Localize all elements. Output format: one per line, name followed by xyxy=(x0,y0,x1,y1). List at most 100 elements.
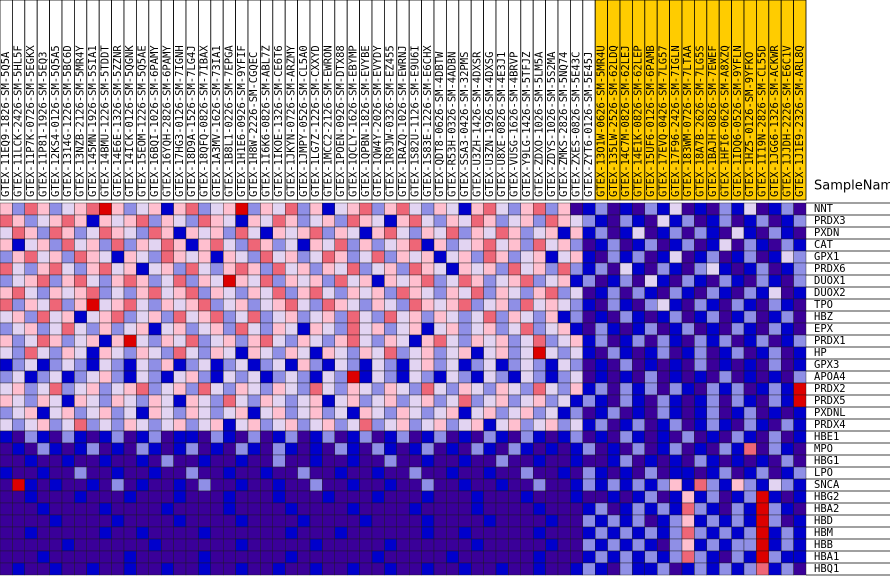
heatmap-cell xyxy=(49,214,63,228)
heatmap-cell xyxy=(285,514,298,528)
heatmap-cell xyxy=(247,502,261,516)
heatmap-cell xyxy=(396,202,410,216)
heatmap-cell xyxy=(37,562,50,576)
heatmap-cell xyxy=(619,466,633,480)
heatmap-cell xyxy=(595,310,608,324)
heatmap-cell xyxy=(545,490,559,504)
heatmap-cell xyxy=(756,226,770,240)
heatmap-cell xyxy=(533,298,546,312)
heatmap-cell xyxy=(681,466,695,480)
heatmap-cell xyxy=(471,346,484,360)
heatmap-cell xyxy=(12,214,25,228)
heatmap-cell xyxy=(222,550,236,564)
heatmap-cell xyxy=(719,394,732,408)
heatmap-cell xyxy=(446,334,459,348)
column-label: GTEX-1S82U-1126-SM-E9U6I xyxy=(409,45,421,197)
heatmap-cell xyxy=(37,262,50,276)
heatmap-cell xyxy=(669,430,683,444)
heatmap-cell xyxy=(570,358,584,372)
heatmap-cell xyxy=(198,490,211,504)
heatmap-cell xyxy=(123,286,137,300)
heatmap-cell xyxy=(260,418,273,432)
heatmap-cell xyxy=(657,526,670,540)
heatmap-cell xyxy=(98,274,112,288)
heatmap-cell xyxy=(483,418,497,432)
heatmap-cell xyxy=(557,202,571,216)
heatmap-cell xyxy=(756,538,770,552)
heatmap-cell xyxy=(756,334,770,348)
heatmap-cell xyxy=(632,202,646,216)
column-label: GTEX-18D9A-1526-SM-7LG4J xyxy=(186,45,198,197)
heatmap-cell xyxy=(148,406,162,420)
heatmap-cell xyxy=(123,418,137,432)
heatmap-cell xyxy=(86,202,100,216)
heatmap-cell xyxy=(520,226,534,240)
heatmap-cell xyxy=(719,502,732,516)
heatmap-cell xyxy=(384,382,397,396)
heatmap-cell xyxy=(557,550,571,564)
heatmap-cell xyxy=(557,214,571,228)
heatmap-cell xyxy=(247,442,261,456)
heatmap-cell xyxy=(384,202,397,216)
heatmap-cell xyxy=(247,454,261,468)
heatmap-cell xyxy=(483,286,497,300)
heatmap-cell xyxy=(793,454,807,468)
heatmap-cell xyxy=(409,370,422,384)
heatmap-cell xyxy=(657,442,670,456)
heatmap-cell xyxy=(545,550,559,564)
heatmap-cell xyxy=(520,454,534,468)
heatmap-cell xyxy=(495,454,509,468)
heatmap-cell xyxy=(371,514,385,528)
heatmap-cell xyxy=(570,502,584,516)
heatmap-cell xyxy=(198,502,211,516)
heatmap-cell xyxy=(508,346,521,360)
heatmap-cell xyxy=(471,526,484,540)
heatmap-cell xyxy=(297,358,311,372)
heatmap-cell xyxy=(309,226,323,240)
heatmap-cell xyxy=(582,286,596,300)
heatmap-cell xyxy=(285,442,298,456)
heatmap-cell xyxy=(743,298,757,312)
heatmap-cell xyxy=(322,550,335,564)
heatmap-cell xyxy=(557,274,571,288)
heatmap-cell xyxy=(74,310,88,324)
heatmap-cell xyxy=(185,538,199,552)
heatmap-cell xyxy=(657,250,670,264)
heatmap-cell xyxy=(322,394,335,408)
heatmap-cell xyxy=(781,274,794,288)
heatmap-cell xyxy=(557,562,571,576)
heatmap-cell xyxy=(731,514,745,528)
heatmap-cell xyxy=(185,502,199,516)
heatmap-cell xyxy=(508,394,521,408)
heatmap-cell xyxy=(483,226,497,240)
heatmap-cell xyxy=(781,550,794,564)
heatmap-cell xyxy=(793,430,807,444)
heatmap-cell xyxy=(557,502,571,516)
heatmap-cell xyxy=(12,334,25,348)
heatmap-cell xyxy=(781,430,794,444)
column-label: GTEX-R53H-0326-SM-4ADBN xyxy=(447,52,459,197)
heatmap-cell xyxy=(384,454,397,468)
heatmap-cell xyxy=(173,418,187,432)
row-label: HBA1 xyxy=(814,551,839,563)
heatmap-cell xyxy=(37,226,50,240)
heatmap-cell xyxy=(198,442,211,456)
heatmap-cell xyxy=(545,238,559,252)
heatmap-cell xyxy=(198,526,211,540)
heatmap-cell xyxy=(111,478,125,492)
heatmap-cell xyxy=(322,466,335,480)
heatmap-cell xyxy=(74,286,88,300)
heatmap-cell xyxy=(421,478,435,492)
heatmap-cell xyxy=(396,238,410,252)
heatmap-cell xyxy=(260,502,273,516)
heatmap-cell xyxy=(458,550,472,564)
heatmap-cell xyxy=(111,526,125,540)
heatmap-cell xyxy=(557,418,571,432)
heatmap-cell xyxy=(781,490,794,504)
heatmap-cell xyxy=(111,370,125,384)
heatmap-cell xyxy=(433,226,447,240)
heatmap-cell xyxy=(111,214,125,228)
heatmap-cell xyxy=(545,406,559,420)
heatmap-cell xyxy=(545,430,559,444)
heatmap-cell xyxy=(86,262,100,276)
